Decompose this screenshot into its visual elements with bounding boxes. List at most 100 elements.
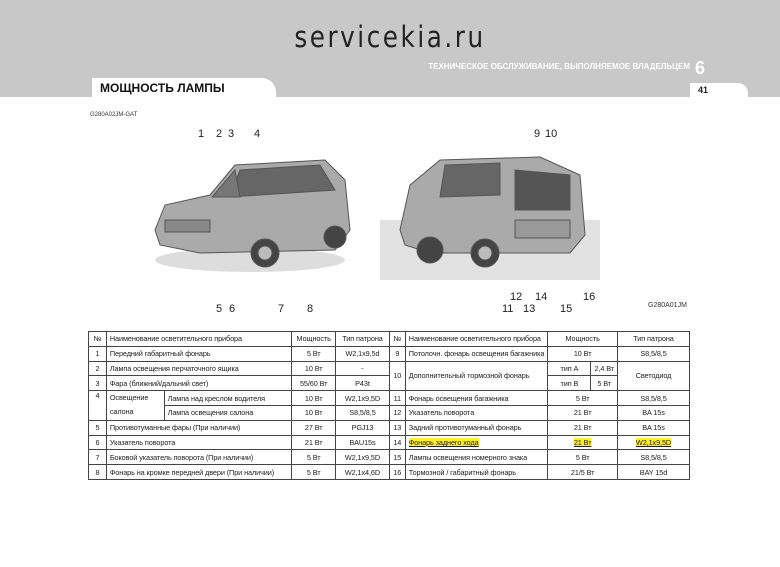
callout: 11 bbox=[502, 303, 514, 315]
callout: 1 bbox=[198, 128, 205, 140]
cell-name: Противотуманные фары (При наличии) bbox=[105, 419, 293, 436]
cell-name: Задний противотуманный фонарь bbox=[404, 419, 549, 436]
cell-no: 2 bbox=[88, 360, 107, 377]
cell-socket: BA 15s bbox=[617, 404, 690, 421]
cell-no: 15 bbox=[388, 449, 406, 466]
callout: 9 bbox=[534, 128, 541, 140]
section-tab: МОЩНОСТЬ ЛАМПЫ bbox=[92, 78, 276, 98]
col-name: Наименование осветительного прибора bbox=[105, 331, 293, 347]
chapter-title: ТЕХНИЧЕСКОЕ ОБСЛУЖИВАНИЕ, ВЫПОЛНЯЕМОЕ ВЛ… bbox=[428, 62, 690, 71]
cell-power: 21 Вт bbox=[547, 419, 619, 436]
callout: 3 bbox=[228, 128, 235, 140]
cell-power: 5 Вт bbox=[547, 449, 619, 466]
callout: 12 bbox=[510, 291, 523, 303]
cell-socket: W2,1x4,6D bbox=[335, 464, 390, 480]
cell-name: Тормозной / габаритный фонарь bbox=[404, 464, 549, 480]
cell-no: 14 bbox=[388, 434, 406, 451]
cell-socket: W2,1x9,5D bbox=[617, 434, 690, 451]
cell-socket: S8,5/8,5 bbox=[617, 390, 690, 406]
table-row: 5 Противотуманные фары (При наличии) 27 Вт… bbox=[88, 419, 690, 436]
cell-socket: BAY 15d bbox=[617, 464, 690, 480]
table-header: № Наименование осветительного прибора Мо… bbox=[88, 331, 690, 347]
callout: 8 bbox=[307, 303, 314, 315]
page-number: 41 bbox=[698, 85, 709, 95]
callout: 14 bbox=[535, 291, 548, 303]
cell-no: 4 bbox=[88, 390, 107, 421]
cell-name: Лампа освещения перчаточного ящика bbox=[105, 360, 293, 377]
cell-socket: S8,5/8,5 bbox=[617, 345, 690, 362]
cell-name: Лампа над креслом водителя bbox=[163, 390, 293, 406]
cell-power: 10 Вт bbox=[291, 404, 337, 421]
callout: 15 bbox=[560, 303, 573, 315]
cell-name: Фонарь освещения багажника bbox=[404, 390, 549, 406]
cell-socket: BA 15s bbox=[617, 419, 690, 436]
cell-no: 5 bbox=[88, 419, 107, 436]
callout: 7 bbox=[278, 303, 285, 315]
cell-no: 7 bbox=[88, 449, 107, 466]
cell-no: 8 bbox=[88, 464, 107, 480]
car-front-view bbox=[154, 159, 351, 272]
cell-no: 12 bbox=[388, 404, 406, 421]
page-number-tab: 41 bbox=[690, 83, 748, 98]
section-title: МОЩНОСТЬ ЛАМПЫ bbox=[100, 81, 225, 95]
cell-type-b: тип B bbox=[547, 375, 592, 392]
col-name: Наименование осветительного прибора bbox=[404, 331, 549, 347]
cell-power-b: 5 Вт bbox=[590, 375, 619, 392]
cell-name: Лампа освещения салона bbox=[163, 404, 293, 421]
cell-name: Передний габаритный фонарь bbox=[105, 345, 293, 362]
table-row: 2 Лампа освещения перчаточного ящика 10 Вт… bbox=[88, 360, 690, 392]
cell-socket: - bbox=[335, 360, 390, 377]
cell-name: Лампы освещения номерного знака bbox=[404, 449, 549, 466]
cell-power: 10 Вт bbox=[547, 345, 619, 362]
cell-socket: S8,5/8,5 bbox=[335, 404, 390, 421]
cell-no: 16 bbox=[388, 464, 406, 480]
highlighted-text: W2,1x9,5D bbox=[635, 437, 672, 447]
cell-socket: PGJ13 bbox=[335, 419, 390, 436]
cell-name: Указатель поворота bbox=[404, 404, 549, 421]
col-no: № bbox=[388, 331, 406, 347]
col-socket: Тип патрона bbox=[335, 331, 390, 347]
col-power: Мощность bbox=[547, 331, 619, 347]
figure-code-top: G280A02JM-GAT bbox=[90, 112, 138, 118]
callout: 4 bbox=[254, 128, 261, 140]
cell-power: 21 Вт bbox=[547, 434, 619, 451]
callout: 6 bbox=[229, 303, 236, 315]
cell-name: Боковой указатель поворота (При наличии) bbox=[105, 449, 293, 466]
highlighted-text: Фонарь заднего хода bbox=[408, 437, 479, 447]
cell-no: 10 bbox=[388, 360, 406, 392]
highlighted-text: 21 Вт bbox=[573, 437, 592, 447]
chapter-number: 6 bbox=[695, 58, 706, 78]
callout: 16 bbox=[583, 291, 596, 303]
cell-name: Потолочн. фонарь освещения багажника bbox=[404, 345, 549, 362]
cell-group: Освещение салона bbox=[105, 390, 165, 421]
car-rear-view bbox=[380, 156, 600, 280]
callout: 13 bbox=[523, 303, 536, 315]
callout: 5 bbox=[216, 303, 223, 315]
cell-socket: Светодиод bbox=[617, 360, 690, 392]
cell-power: 21 Вт bbox=[291, 434, 337, 451]
cell-socket: W2,1x9,5D bbox=[335, 390, 390, 406]
callout: 2 bbox=[216, 128, 223, 140]
cell-power-a: 2,4 Вт bbox=[590, 360, 619, 377]
cell-socket: BAU15s bbox=[335, 434, 390, 451]
table-row: 1 Передний габаритный фонарь 5 Вт W2,1x9,5d… bbox=[88, 345, 690, 362]
cell-name: Фонарь на кромке передней двери (При нал… bbox=[105, 464, 293, 480]
cell-power: 27 Вт bbox=[291, 419, 337, 436]
cell-socket: W2,1x9,5d bbox=[335, 345, 390, 362]
cell-power: 21/5 Вт bbox=[547, 464, 619, 480]
cell-power: 5 Вт bbox=[291, 464, 337, 480]
cell-no: 6 bbox=[88, 434, 107, 451]
cell-power: 5 Вт bbox=[547, 390, 619, 406]
site-watermark: servicekia.ru bbox=[294, 20, 486, 54]
bulb-wattage-table: № Наименование осветительного прибора Мо… bbox=[88, 331, 690, 480]
table-row: 7 Боковой указатель поворота (При наличии… bbox=[88, 449, 690, 466]
car-illustration bbox=[140, 125, 640, 320]
cell-name: Фара (ближний/дальний свет) bbox=[105, 375, 293, 392]
callout: 10 bbox=[545, 128, 558, 140]
cell-power: 21 Вт bbox=[547, 404, 619, 421]
col-power: Мощность bbox=[291, 331, 337, 347]
cell-power: 10 Вт bbox=[291, 390, 337, 406]
cell-no: 9 bbox=[388, 345, 406, 362]
col-socket: Тип патрона bbox=[617, 331, 690, 347]
page-header: servicekia.ru ТЕХНИЧЕСКОЕ ОБСЛУЖИВАНИЕ, … bbox=[0, 0, 780, 98]
